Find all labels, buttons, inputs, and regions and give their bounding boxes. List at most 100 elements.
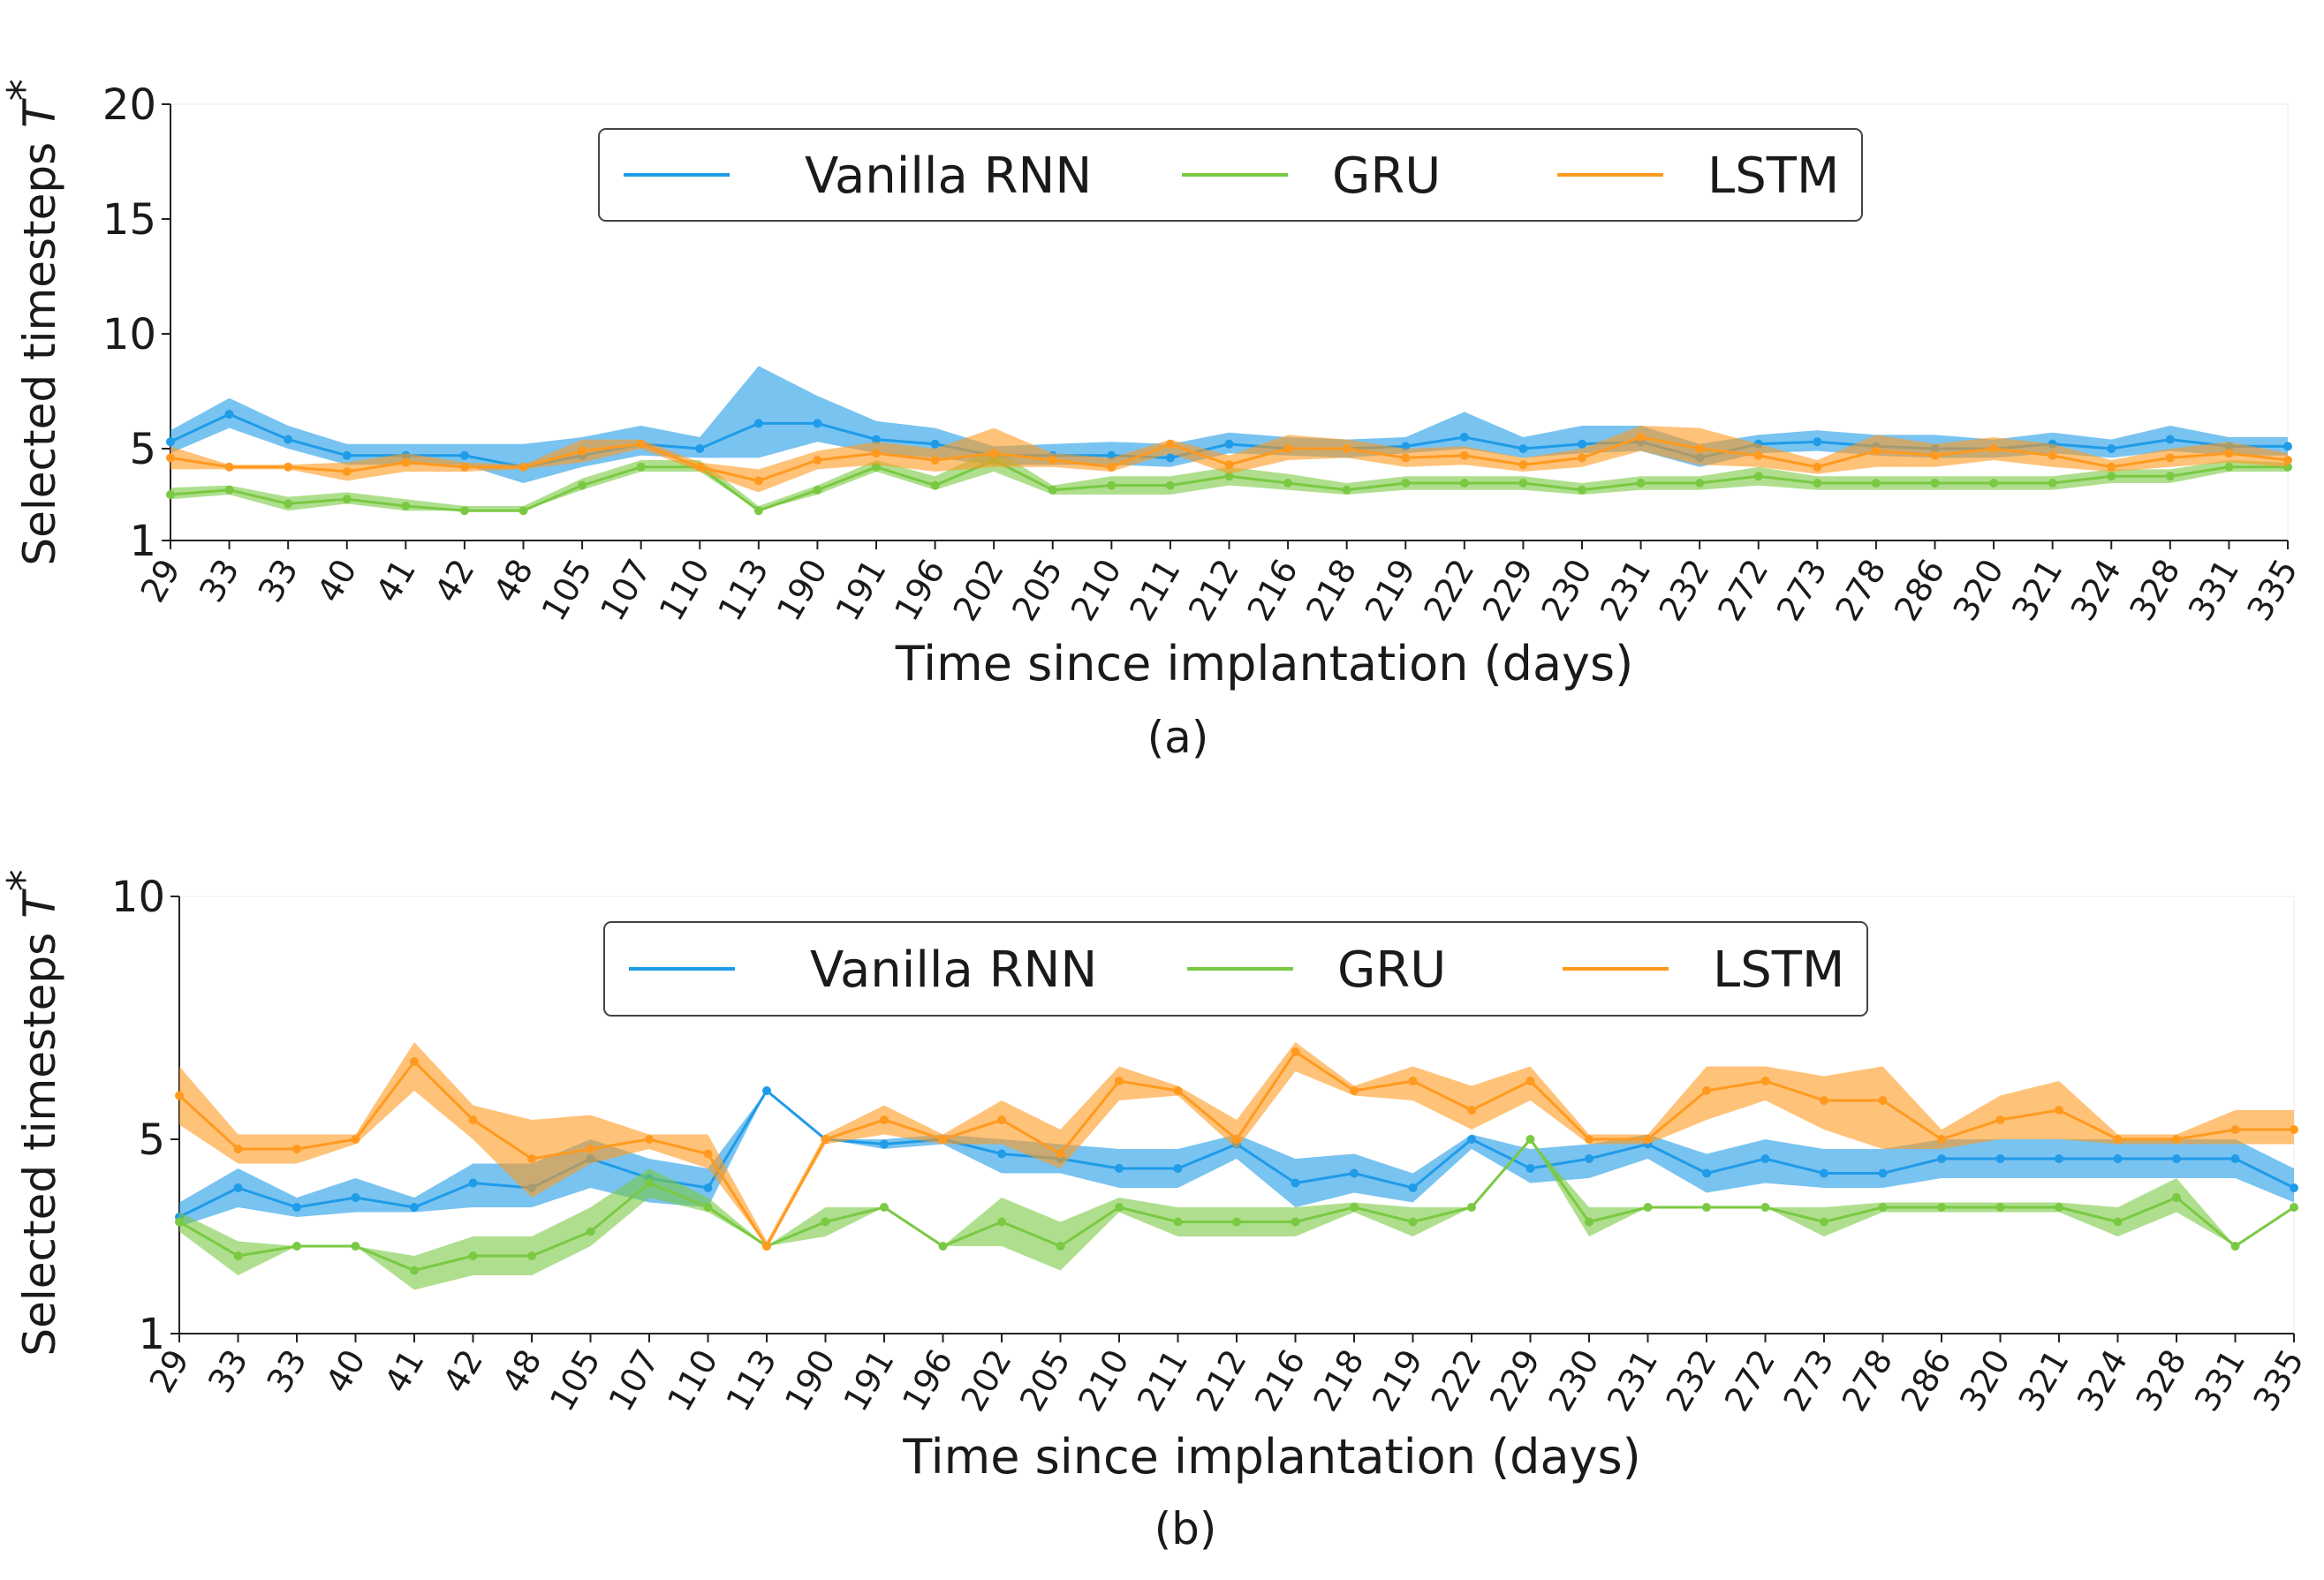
data-point [813, 419, 822, 428]
data-point [166, 453, 175, 463]
x-tick-label: 211 [1122, 553, 1187, 628]
data-point [459, 462, 469, 472]
data-point [1813, 479, 1822, 488]
y-axis-label-text: Selected timesteps [14, 128, 65, 566]
data-point [1813, 462, 1822, 472]
data-point [2165, 472, 2175, 481]
confidence-band [170, 426, 2288, 493]
data-point [1930, 479, 1940, 488]
x-tick-label: 335 [2239, 553, 2305, 628]
data-point [1585, 1154, 1593, 1163]
data-point [468, 1115, 478, 1124]
data-point [1878, 1096, 1888, 1105]
data-point [233, 1183, 243, 1192]
x-tick-label: 320 [1946, 553, 2011, 628]
data-point [1048, 485, 1057, 495]
legend-label: LSTM [1707, 147, 1839, 205]
x-tick-label: 219 [1358, 553, 1423, 628]
x-tick-label: 33 [192, 553, 246, 609]
data-point [1525, 1135, 1535, 1144]
data-point [1518, 444, 1528, 453]
data-point [645, 1135, 654, 1144]
data-point [1760, 1203, 1770, 1212]
data-point [527, 1154, 536, 1163]
x-tick-label: 110 [652, 553, 717, 628]
data-point [1467, 1203, 1476, 1212]
data-point [578, 480, 587, 490]
data-point [1643, 1135, 1653, 1144]
data-point [1115, 1077, 1124, 1085]
data-point [1350, 1203, 1359, 1212]
y-tick-label: 10 [111, 873, 165, 922]
data-point [1467, 1135, 1476, 1144]
x-tick-label: 273 [1775, 1343, 1841, 1418]
data-point [872, 449, 881, 458]
data-point [1930, 450, 1940, 460]
x-tick-label: 321 [2004, 553, 2070, 628]
data-point [1695, 479, 1705, 488]
x-tick-label: 229 [1482, 1343, 1548, 1418]
data-point [1401, 453, 1411, 463]
data-point [586, 1145, 595, 1153]
x-tick-label: 33 [201, 1343, 255, 1400]
x-tick-label: 218 [1306, 1343, 1371, 1418]
x-tick-label: 324 [2070, 1343, 2135, 1418]
data-point [1878, 1168, 1888, 1178]
data-point [1871, 446, 1881, 456]
x-tick-label: 210 [1064, 553, 1129, 628]
data-point [1578, 439, 1586, 449]
y-tick-label: 15 [102, 195, 156, 245]
data-point [2290, 1125, 2298, 1134]
data-point [2048, 479, 2057, 488]
data-point [1342, 485, 1351, 495]
data-point [1820, 1168, 1828, 1178]
data-point [1224, 439, 1234, 449]
x-tick-label: 48 [495, 1343, 549, 1400]
data-point [284, 435, 293, 444]
data-point [1232, 1217, 1241, 1227]
x-axis-label: Time since implantation (days) [902, 1429, 1640, 1485]
data-point [1578, 485, 1586, 495]
data-point [1165, 480, 1175, 490]
data-point [636, 462, 646, 472]
data-point [1291, 1047, 1300, 1056]
data-point [468, 1251, 478, 1260]
y-axis-label-text: Selected timesteps [14, 919, 65, 1357]
x-tick-label: 191 [836, 1343, 901, 1418]
data-point [527, 1251, 536, 1260]
data-point [401, 457, 411, 467]
x-tick-label: 320 [1952, 1343, 2017, 1418]
y-axis-label-superscript: * [0, 79, 49, 101]
y-axis-label: Selected timesteps T* [0, 79, 65, 565]
data-point [1518, 479, 1528, 488]
x-tick-label: 222 [1416, 553, 1481, 628]
data-point [695, 444, 705, 453]
legend-label: GRU [1337, 941, 1446, 999]
data-point [292, 1203, 301, 1212]
y-axis-label-symbol: T [14, 888, 65, 919]
data-point [1048, 456, 1057, 465]
data-point [1878, 1203, 1888, 1212]
x-tick-label: 286 [1887, 553, 1952, 628]
series-lstm [166, 426, 2292, 493]
data-point [813, 485, 822, 495]
x-tick-label: 190 [777, 1343, 843, 1418]
data-point [997, 1115, 1006, 1124]
y-tick-label: 5 [138, 1115, 165, 1165]
data-point [292, 1145, 301, 1153]
data-point [233, 1251, 243, 1260]
data-point [1695, 444, 1705, 453]
x-tick-label: 212 [1188, 1343, 1253, 1418]
data-point [2230, 1125, 2240, 1134]
y-tick-label: 20 [102, 80, 156, 130]
data-point [1165, 453, 1175, 463]
data-point [997, 1149, 1006, 1159]
x-tick-label: 107 [593, 553, 658, 628]
x-tick-label: 105 [534, 553, 600, 628]
data-point [2055, 1106, 2063, 1115]
data-point [930, 456, 940, 465]
data-point [351, 1135, 360, 1144]
y-axis-label: Selected timesteps T* [0, 869, 65, 1356]
data-point [410, 1203, 419, 1212]
